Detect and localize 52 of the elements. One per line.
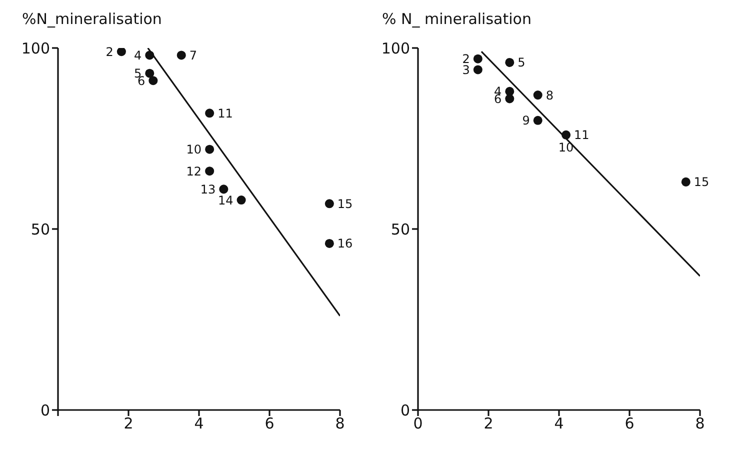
y-tick-label: 100 bbox=[381, 39, 410, 58]
x-tick-label: 8 bbox=[335, 414, 345, 433]
point bbox=[473, 65, 482, 74]
point bbox=[324, 238, 334, 248]
point bbox=[324, 199, 334, 208]
point bbox=[116, 48, 126, 56]
y-tick-label: 100 bbox=[21, 39, 50, 58]
annotation: 12 bbox=[186, 164, 202, 178]
x-tick-label: 6 bbox=[264, 414, 274, 433]
point bbox=[505, 94, 514, 104]
point bbox=[562, 130, 571, 140]
annotation: 15 bbox=[337, 196, 353, 211]
annotation: 14 bbox=[218, 193, 234, 208]
x-tick-label: 2 bbox=[484, 414, 494, 433]
y-tick-label: 0 bbox=[40, 401, 50, 420]
y-tick-label: 0 bbox=[400, 401, 410, 420]
point bbox=[505, 58, 514, 67]
x-tick-label: 4 bbox=[554, 414, 564, 433]
annotation: 10 bbox=[186, 142, 202, 157]
x-tick-label: 4 bbox=[194, 414, 204, 433]
annotation: 4 bbox=[134, 48, 142, 62]
annotation: 9 bbox=[522, 114, 530, 128]
x-tick-label: 8 bbox=[695, 414, 705, 433]
point bbox=[176, 50, 186, 60]
point bbox=[473, 54, 482, 64]
point bbox=[205, 144, 214, 154]
annotation: 16 bbox=[337, 236, 353, 251]
point bbox=[681, 177, 690, 186]
point bbox=[205, 108, 214, 118]
annotation: 5 bbox=[518, 56, 526, 70]
point bbox=[145, 50, 154, 60]
y-tick-label: 50 bbox=[30, 220, 50, 238]
x-tick-label: 0 bbox=[413, 414, 423, 433]
annotation: 8 bbox=[546, 88, 554, 102]
point bbox=[145, 68, 154, 78]
annotation: 7 bbox=[189, 48, 198, 62]
y-tick-label: 50 bbox=[390, 220, 410, 238]
y-axis-title: %N_mineralisation bbox=[22, 10, 162, 28]
annotation: 11 bbox=[574, 128, 590, 142]
x-tick-label: 6 bbox=[624, 414, 634, 433]
annotation: 2 bbox=[106, 44, 114, 59]
point bbox=[219, 184, 228, 194]
point bbox=[533, 90, 542, 100]
annotation: 15 bbox=[694, 175, 710, 190]
point bbox=[533, 116, 542, 125]
annotation: 13 bbox=[200, 182, 216, 196]
point bbox=[148, 76, 158, 86]
annotation: 11 bbox=[218, 106, 233, 120]
x-tick-label: 2 bbox=[124, 414, 134, 433]
y-axis-title: % N_ mineralisation bbox=[382, 10, 532, 28]
point bbox=[205, 166, 214, 176]
point bbox=[236, 196, 246, 205]
